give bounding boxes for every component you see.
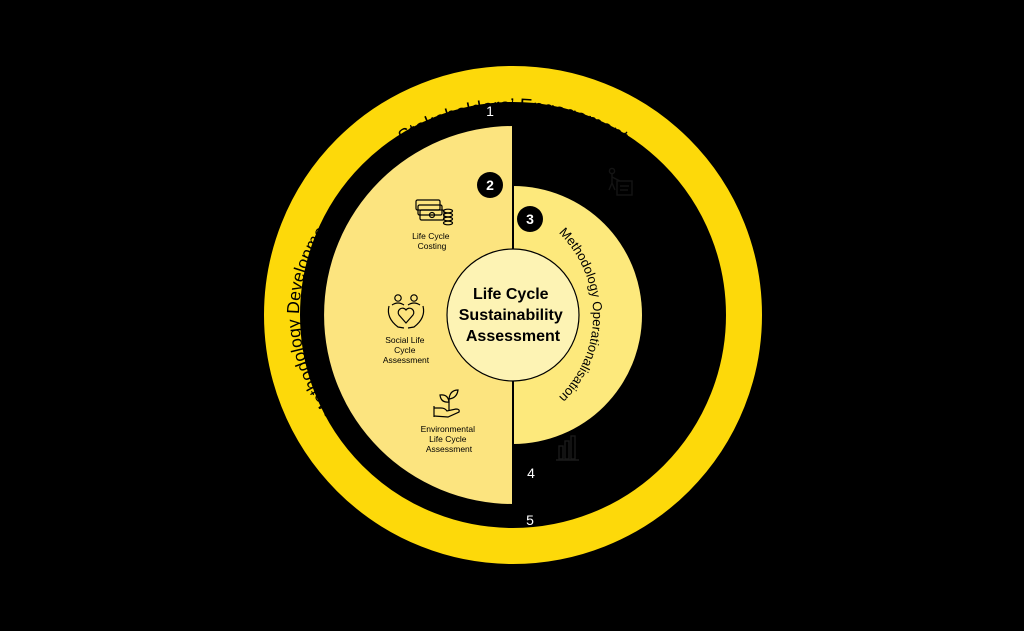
bar-chart-icon bbox=[556, 435, 579, 461]
svg-text:2: 2 bbox=[486, 177, 494, 193]
step-number-5: 5 bbox=[526, 512, 534, 528]
stakeholders-ring bbox=[264, 66, 762, 564]
svg-text:3: 3 bbox=[526, 211, 534, 227]
center-title: Life Cycle Sustainability Assessment bbox=[459, 286, 567, 345]
plant-hand-icon bbox=[433, 389, 460, 418]
presenter-board-icon bbox=[608, 167, 633, 196]
money-stack-icon bbox=[415, 199, 454, 226]
life-cycle-costing-label: Life Cycle Costing bbox=[412, 231, 452, 251]
step-number-1: 1 bbox=[486, 103, 494, 119]
center-circle bbox=[446, 248, 580, 382]
environmental-lca-label: Environmental Life Cycle Assessment bbox=[421, 424, 478, 454]
step-badge-2: 2 bbox=[477, 172, 503, 198]
people-heart-icon bbox=[387, 294, 425, 329]
step-number-4: 4 bbox=[527, 465, 535, 481]
step-badge-3: 3 bbox=[517, 206, 543, 232]
social-lca-label: Social Life Cycle Assessment bbox=[383, 335, 430, 365]
methodology-development-segment bbox=[324, 126, 513, 504]
